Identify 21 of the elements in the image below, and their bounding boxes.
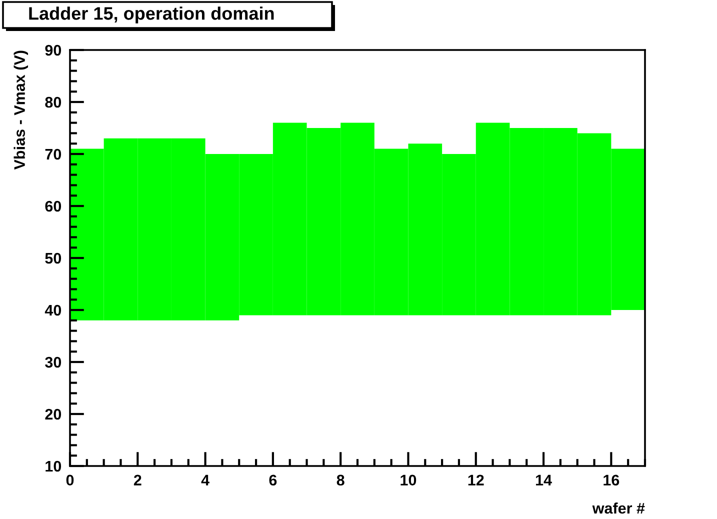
x-axis-title: wafer # xyxy=(592,502,645,514)
x-tick-label: 4 xyxy=(201,474,210,486)
x-tick-label: 6 xyxy=(269,474,277,486)
y-tick-label: 80 xyxy=(45,96,62,108)
x-tick-label: 0 xyxy=(66,474,74,486)
y-tick-label: 50 xyxy=(45,252,62,264)
y-tick-label: 40 xyxy=(44,304,62,316)
y-tick-label: 30 xyxy=(45,356,62,368)
y-tick-label: 10 xyxy=(46,460,62,472)
y-tick-label: 90 xyxy=(45,44,62,56)
y-tick-label: 20 xyxy=(45,408,62,420)
y-tick-label: 60 xyxy=(45,200,62,212)
x-tick-label: 2 xyxy=(134,474,142,486)
y-axis-title: Vbias - Vmax (V) xyxy=(14,50,28,170)
x-tick-label: 8 xyxy=(336,474,344,486)
x-tick-label: 10 xyxy=(400,474,416,486)
chart-title: Ladder 15, operation domain xyxy=(29,6,274,24)
x-tick-label: 16 xyxy=(604,474,620,486)
x-tick-label: 14 xyxy=(536,474,552,486)
y-tick-label: 70 xyxy=(45,148,62,160)
x-tick-label: 12 xyxy=(468,474,484,486)
